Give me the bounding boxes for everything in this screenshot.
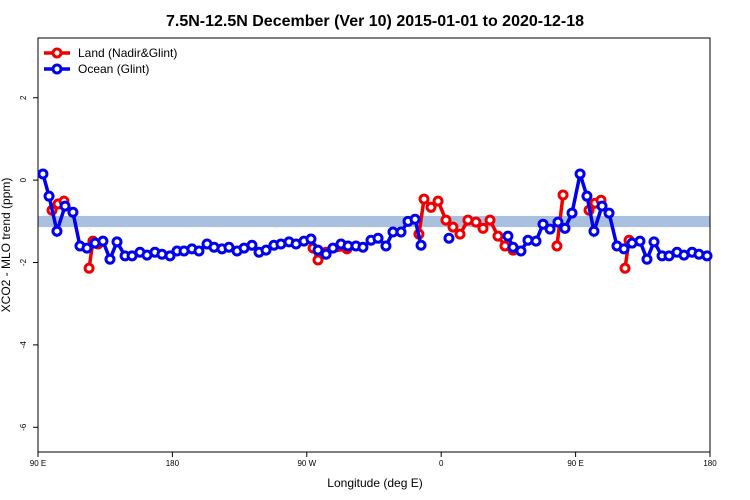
point	[634, 235, 646, 247]
point	[425, 201, 437, 213]
point	[641, 253, 653, 265]
point	[223, 241, 235, 253]
point	[477, 222, 489, 234]
point	[530, 235, 542, 247]
point	[193, 245, 205, 257]
point	[515, 245, 527, 257]
point	[246, 239, 258, 251]
point	[51, 225, 63, 237]
y-tick-label: -6	[19, 423, 28, 431]
point	[603, 207, 615, 219]
x-tick-label: 180	[166, 459, 180, 468]
point	[551, 240, 563, 252]
y-tick-label: -4	[19, 341, 28, 349]
point	[648, 236, 660, 248]
point	[619, 262, 631, 274]
y-axis-label: XCO2 - MLO trend (ppm)	[0, 178, 13, 313]
point	[380, 240, 392, 252]
point	[484, 214, 496, 226]
point	[588, 225, 600, 237]
point	[440, 214, 452, 226]
y-tick-label: -2	[19, 258, 28, 266]
point	[327, 242, 339, 254]
legend-label: Ocean (Glint)	[78, 62, 149, 76]
point	[502, 230, 514, 242]
point	[357, 241, 369, 253]
point	[596, 200, 608, 212]
y-tick-label: 2	[19, 95, 28, 100]
point	[83, 262, 95, 274]
point	[260, 244, 272, 256]
point	[37, 168, 49, 180]
point	[305, 233, 317, 245]
point	[470, 216, 482, 228]
point	[552, 216, 564, 228]
legend-marker	[51, 47, 63, 59]
legend-marker	[51, 63, 63, 75]
point	[67, 206, 79, 218]
chart-title: 7.5N-12.5N December (Ver 10) 2015-01-01 …	[166, 13, 584, 30]
point	[566, 207, 578, 219]
point	[559, 222, 571, 234]
x-tick-label: 90 E	[30, 459, 46, 468]
point	[104, 253, 116, 265]
x-axis-label: Longitude (deg E)	[327, 476, 422, 490]
x-tick-label: 90 E	[567, 459, 583, 468]
point	[447, 221, 459, 233]
point	[372, 232, 384, 244]
point	[81, 242, 93, 254]
point	[544, 223, 556, 235]
x-tick-label: 90 W	[297, 459, 316, 468]
point	[409, 213, 421, 225]
plot-frame	[37, 37, 711, 453]
point	[443, 232, 455, 244]
point	[432, 195, 444, 207]
x-tick-label: 180	[703, 459, 717, 468]
point	[312, 244, 324, 256]
point	[59, 200, 71, 212]
reference-band	[38, 215, 710, 228]
point	[312, 254, 324, 266]
point	[701, 250, 713, 262]
point	[492, 230, 504, 242]
point	[164, 250, 176, 262]
y-tick-label: 0	[19, 177, 28, 182]
point	[418, 193, 430, 205]
point	[557, 189, 569, 201]
point	[43, 190, 55, 202]
point	[97, 235, 109, 247]
point	[395, 226, 407, 238]
point	[574, 168, 586, 180]
x-tick-label: 0	[439, 459, 444, 468]
point	[111, 236, 123, 248]
point	[415, 239, 427, 251]
point	[454, 228, 466, 240]
point	[320, 248, 332, 260]
point	[618, 243, 630, 255]
point	[581, 190, 593, 202]
point	[537, 218, 549, 230]
legend-label: Land (Nadir&Glint)	[78, 46, 177, 60]
